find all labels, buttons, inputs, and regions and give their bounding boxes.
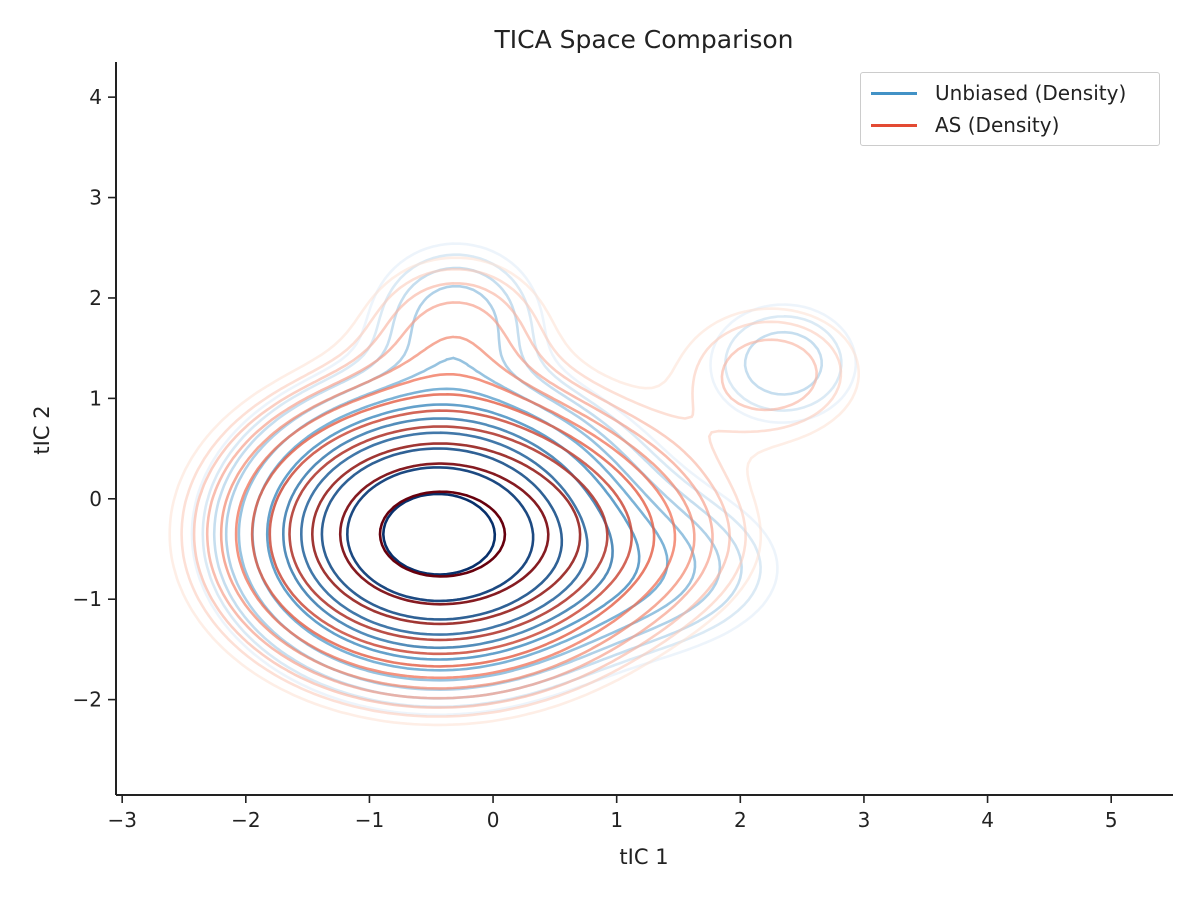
legend-entry-as: AS (Density) bbox=[871, 111, 1059, 139]
x-tick-label: 5 bbox=[1105, 808, 1118, 832]
contour-line-1-2 bbox=[192, 282, 818, 709]
y-tick-label: 2 bbox=[89, 286, 102, 310]
y-tick-label: −2 bbox=[73, 688, 102, 712]
x-tick-label: −1 bbox=[355, 808, 384, 832]
contour-line-1-8 bbox=[288, 425, 609, 642]
legend: Unbiased (Density) AS (Density) bbox=[860, 72, 1160, 146]
contour-line-0-0 bbox=[190, 242, 858, 717]
contour-line-0-9 bbox=[320, 447, 564, 621]
contour-line-1-3 bbox=[205, 301, 714, 700]
chart-title: TICA Space Comparison bbox=[494, 25, 794, 54]
contour-line-0-10 bbox=[346, 466, 535, 603]
y-tick-label: 0 bbox=[89, 487, 102, 511]
x-tick-label: 2 bbox=[734, 808, 747, 832]
contour-line-1-6 bbox=[250, 393, 656, 668]
contour-line-0-6 bbox=[265, 403, 641, 661]
x-tick-label: 3 bbox=[858, 808, 871, 832]
contour-line-1-11 bbox=[378, 490, 507, 578]
contour-line-0-7 bbox=[282, 417, 614, 650]
contour-line-1-5 bbox=[234, 373, 677, 680]
contour-line-1-0 bbox=[168, 256, 860, 727]
legend-label-unbiased: Unbiased (Density) bbox=[935, 81, 1127, 105]
contour-line-1-10 bbox=[338, 462, 550, 606]
x-tick-label: −3 bbox=[107, 808, 136, 832]
y-axis-label: tIC 2 bbox=[30, 405, 54, 454]
x-tick-label: −2 bbox=[231, 808, 260, 832]
x-tick-label: 0 bbox=[487, 808, 500, 832]
x-axis-label: tIC 1 bbox=[619, 845, 668, 869]
x-tick-label: 4 bbox=[981, 808, 994, 832]
contour-line-1-9 bbox=[311, 442, 582, 626]
contour-line-0-8 bbox=[300, 431, 589, 636]
contour-line-1-1 bbox=[180, 267, 843, 718]
contour-line-1-4 bbox=[219, 335, 696, 690]
contour-line-0-11 bbox=[382, 492, 497, 576]
axes: −3 −2 −1 0 1 2 3 4 5 −2 −1 0 1 2 3 4 bbox=[73, 62, 1173, 832]
y-tick-label: 1 bbox=[89, 386, 102, 410]
y-tick-label: −1 bbox=[73, 587, 102, 611]
y-tick-label: 4 bbox=[89, 85, 102, 109]
y-tick-label: 3 bbox=[89, 186, 102, 210]
contour-series-0 bbox=[190, 242, 858, 717]
legend-swatch-unbiased bbox=[871, 91, 917, 95]
legend-entry-unbiased: Unbiased (Density) bbox=[871, 79, 1126, 107]
contour-line-1-7 bbox=[268, 409, 633, 656]
x-tick-label: 1 bbox=[610, 808, 623, 832]
plot-area bbox=[168, 242, 860, 727]
legend-swatch-as bbox=[871, 123, 917, 127]
contour-series-1 bbox=[168, 256, 860, 727]
legend-label-as: AS (Density) bbox=[935, 113, 1060, 137]
